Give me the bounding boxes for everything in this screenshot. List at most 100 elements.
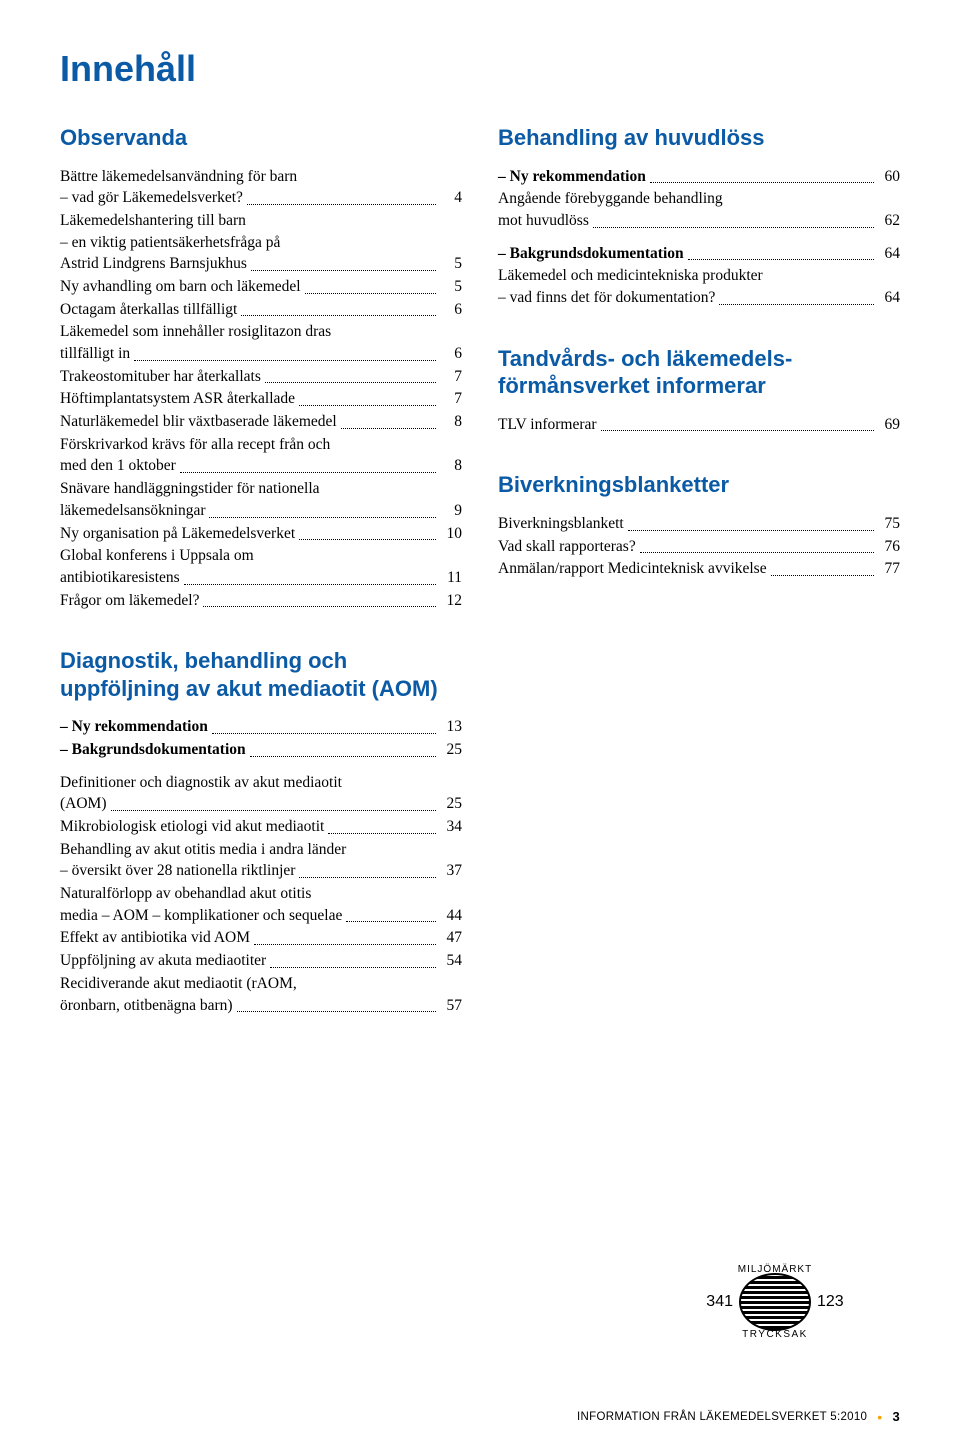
- toc-leader-dots: [247, 191, 436, 205]
- toc-entry: Vad skall rapporteras?76: [498, 536, 900, 558]
- toc-page: 5: [440, 276, 462, 298]
- toc-page: 57: [440, 995, 462, 1017]
- toc-leader-dots: [719, 291, 874, 305]
- toc-entry-last-line: – översikt över 28 nationella riktlinjer…: [60, 860, 462, 882]
- toc-leader-dots: [111, 797, 437, 811]
- toc-entry: Global konferens i Uppsala omantibiotika…: [60, 545, 462, 588]
- toc-page: 75: [878, 513, 900, 535]
- toc-entry: Läkemedel som innehåller rosiglitazon dr…: [60, 321, 462, 364]
- toc-page: 9: [440, 500, 462, 522]
- toc-label: mot huvudlöss: [498, 210, 589, 232]
- toc-leader-dots: [180, 459, 436, 473]
- eco-label-left-num: 341: [706, 1293, 733, 1311]
- toc-page: 6: [440, 299, 462, 321]
- toc-label: läkemedelsansökningar: [60, 500, 205, 522]
- footer-page-number: 3: [892, 1409, 900, 1424]
- toc-label: TLV informerar: [498, 414, 597, 436]
- toc-label: Vad skall rapporteras?: [498, 536, 636, 558]
- toc-entry-last-line: – vad gör Läkemedelsverket?4: [60, 187, 462, 209]
- toc-label-line: Läkemedel som innehåller rosiglitazon dr…: [60, 321, 462, 343]
- toc-entry-last-line: med den 1 oktober8: [60, 455, 462, 477]
- toc-entry: Angående förebyggande behandlingmot huvu…: [498, 188, 900, 231]
- toc-page: 69: [878, 414, 900, 436]
- spacer: [498, 233, 900, 243]
- toc-leader-dots: [299, 864, 436, 878]
- toc-label-line: Definitioner och diagnostik av akut medi…: [60, 772, 462, 794]
- toc-entry: Biverkningsblankett 75: [498, 513, 900, 535]
- toc-label: Biverkningsblankett: [498, 513, 624, 535]
- toc-entry: Naturalförlopp av obehandlad akut otitis…: [60, 883, 462, 926]
- toc-entry: Läkemedel och medicintekniska produkter–…: [498, 265, 900, 308]
- toc-label-line: Naturalförlopp av obehandlad akut otitis: [60, 883, 462, 905]
- toc-leader-dots: [265, 369, 436, 383]
- toc-entry: Naturläkemedel blir växtbaserade läkemed…: [60, 411, 462, 433]
- toc-entry: Anmälan/rapport Medicinteknisk avvikelse…: [498, 558, 900, 580]
- toc-leader-dots: [601, 417, 874, 431]
- section-heading: Biverkningsblanketter: [498, 471, 900, 499]
- toc-entry: Ny organisation på Läkemedelsverket10: [60, 523, 462, 545]
- toc-entry: Octagam återkallas tillfälligt 6: [60, 299, 462, 321]
- toc-label-line: Förskrivarkod krävs för alla recept från…: [60, 434, 462, 456]
- toc-label-line: Läkemedel och medicintekniska produkter: [498, 265, 900, 287]
- toc-leader-dots: [250, 743, 436, 757]
- toc-label-line: Global konferens i Uppsala om: [60, 545, 462, 567]
- toc-leader-dots: [650, 169, 874, 183]
- toc-leader-dots: [241, 302, 436, 316]
- toc-label: Höftimplantatsystem ASR återkallade: [60, 388, 295, 410]
- toc-label: Uppföljning av akuta mediaotiter: [60, 950, 266, 972]
- toc-label-line: Läkemedelshantering till barn: [60, 210, 462, 232]
- toc-page: 47: [440, 927, 462, 949]
- toc-leader-dots: [593, 214, 874, 228]
- toc-label: (AOM): [60, 793, 107, 815]
- spacer: [60, 762, 462, 772]
- eco-label-bottom: TRYCKSAK: [690, 1329, 860, 1340]
- page-title: Innehåll: [60, 48, 900, 90]
- toc-entry: Förskrivarkod krävs för alla recept från…: [60, 434, 462, 477]
- toc-label: Anmälan/rapport Medicinteknisk avvikelse: [498, 558, 767, 580]
- toc-leader-dots: [254, 931, 436, 945]
- bullet-icon: •: [877, 1410, 882, 1424]
- toc-entry-last-line: mot huvudlöss 62: [498, 210, 900, 232]
- page-footer: INFORMATION FRÅN LÄKEMEDELSVERKET 5:2010…: [577, 1409, 900, 1424]
- toc-page: 25: [440, 739, 462, 761]
- toc-label-line: Snävare handläggningstider för nationell…: [60, 478, 462, 500]
- toc-entry: TLV informerar 69: [498, 414, 900, 436]
- toc-page: 54: [440, 950, 462, 972]
- toc-entry-last-line: antibiotikaresistens11: [60, 567, 462, 589]
- toc-entry: Definitioner och diagnostik av akut medi…: [60, 772, 462, 815]
- toc-page: 64: [878, 287, 900, 309]
- toc-page: 7: [440, 388, 462, 410]
- toc-entry: Effekt av antibiotika vid AOM 47: [60, 927, 462, 949]
- toc-label: Effekt av antibiotika vid AOM: [60, 927, 250, 949]
- toc-label: Octagam återkallas tillfälligt: [60, 299, 237, 321]
- toc-leader-dots: [771, 562, 874, 576]
- toc-leader-dots: [628, 517, 874, 531]
- toc-leader-dots: [305, 280, 436, 294]
- toc-entry-last-line: öronbarn, otitbenägna barn)57: [60, 995, 462, 1017]
- toc-page: 37: [440, 860, 462, 882]
- toc-page: 5: [440, 253, 462, 275]
- toc-label: med den 1 oktober: [60, 455, 176, 477]
- toc-label-line: Behandling av akut otitis media i andra …: [60, 839, 462, 861]
- toc-label: – Ny rekommendation: [498, 166, 646, 188]
- toc-page: 13: [440, 716, 462, 738]
- right-column: Behandling av huvudlöss– Ny rekommendati…: [498, 124, 900, 1017]
- toc-page: 62: [878, 210, 900, 232]
- toc-label-line: Bättre läkemedelsanvändning för barn: [60, 166, 462, 188]
- toc-label-line: Recidiverande akut mediaotit (rAOM,: [60, 973, 462, 995]
- toc-leader-dots: [328, 820, 436, 834]
- toc-page: 64: [878, 243, 900, 265]
- toc-label: tillfälligt in: [60, 343, 130, 365]
- toc-entry: Bättre läkemedelsanvändning för barn– va…: [60, 166, 462, 209]
- toc-page: 12: [440, 590, 462, 612]
- toc-label: – Ny rekommendation: [60, 716, 208, 738]
- toc-label: Ny avhandling om barn och läkemedel: [60, 276, 301, 298]
- toc-page: 10: [440, 523, 462, 545]
- toc-entry: – Bakgrundsdokumentation25: [60, 739, 462, 761]
- toc-entry-last-line: läkemedelsansökningar 9: [60, 500, 462, 522]
- toc-leader-dots: [270, 954, 436, 968]
- toc-page: 6: [440, 343, 462, 365]
- toc-page: 8: [440, 411, 462, 433]
- toc-entry-last-line: Astrid Lindgrens Barnsjukhus5: [60, 253, 462, 275]
- section-heading: Diagnostik, behandling och uppföljning a…: [60, 647, 462, 702]
